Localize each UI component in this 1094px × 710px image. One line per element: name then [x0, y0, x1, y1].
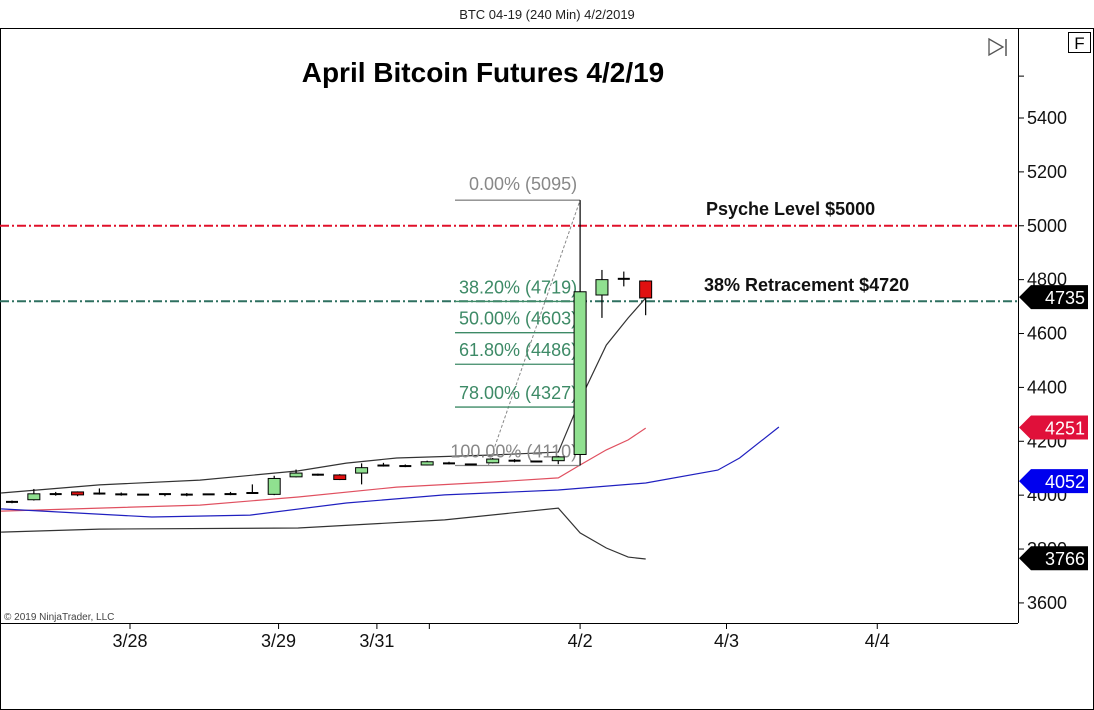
price-tag [1019, 415, 1088, 440]
copyright: © 2019 NinjaTrader, LLC [4, 612, 114, 623]
y-tick-label: 3600 [1027, 593, 1067, 613]
candle-down [333, 474, 347, 481]
candle-up [595, 279, 609, 296]
scroll-to-end-button[interactable] [988, 37, 1007, 57]
retrace-label: 38% Retracement $4720 [704, 275, 909, 295]
fib-level-label: 61.80% (4486) [459, 340, 577, 360]
chart-frame [0, 28, 1094, 710]
lower-band-line [1, 507, 646, 560]
candle-up [551, 456, 565, 462]
chart-title: April Bitcoin Futures 4/2/19 [302, 57, 665, 88]
x-tick-label: 3/31 [359, 631, 394, 651]
candle-up [267, 477, 281, 495]
candle-up [486, 458, 500, 464]
price-tag [1019, 469, 1088, 494]
y-tick-label: 5400 [1027, 108, 1067, 128]
candle-up [420, 461, 434, 466]
y-tick-label: 4400 [1027, 377, 1067, 397]
middle-band-line [1, 427, 647, 512]
svg-text:F: F [1074, 34, 1084, 53]
price-tag [1019, 546, 1088, 571]
f-button[interactable]: F [1068, 32, 1091, 54]
price-tag [1019, 285, 1088, 310]
candle-up [27, 493, 41, 501]
fib-level-label: 50.00% (4603) [459, 309, 577, 329]
ema-line [1, 426, 780, 518]
psyche-label: Psyche Level $5000 [706, 199, 875, 219]
price-tag-label: 4052 [1045, 472, 1085, 492]
fib-level-label: 78.00% (4327) [459, 383, 577, 403]
x-tick-label: 3/29 [261, 631, 296, 651]
fib-level-label: 0.00% (5095) [469, 174, 577, 194]
chart-header: BTC 04-19 (240 Min) 4/2/2019 [459, 7, 635, 22]
price-tag-label: 3766 [1045, 549, 1085, 569]
fib-level-label: 100.00% (4110) [450, 442, 577, 462]
y-tick-label: 5200 [1027, 162, 1067, 182]
y-tick-label: 4800 [1027, 270, 1067, 290]
y-tick-label: 4600 [1027, 324, 1067, 344]
x-tick-label: 4/2 [568, 631, 593, 651]
play-to-end-icon [988, 37, 1005, 57]
y-tick-label: 5000 [1027, 216, 1067, 236]
price-tag-label: 4251 [1045, 419, 1085, 439]
candle-down [639, 280, 653, 299]
upper-band-line [1, 297, 647, 494]
x-tick-label: 4/3 [714, 631, 739, 651]
x-tick-label: 3/28 [112, 631, 147, 651]
candle-up [289, 472, 303, 478]
candle-down [71, 491, 85, 496]
candle-up [355, 467, 369, 474]
fib-level-label: 38.20% (4719) [459, 277, 577, 297]
price-tag-label: 4735 [1045, 288, 1085, 308]
candle-up [573, 291, 587, 455]
x-tick-label: 4/4 [865, 631, 890, 651]
